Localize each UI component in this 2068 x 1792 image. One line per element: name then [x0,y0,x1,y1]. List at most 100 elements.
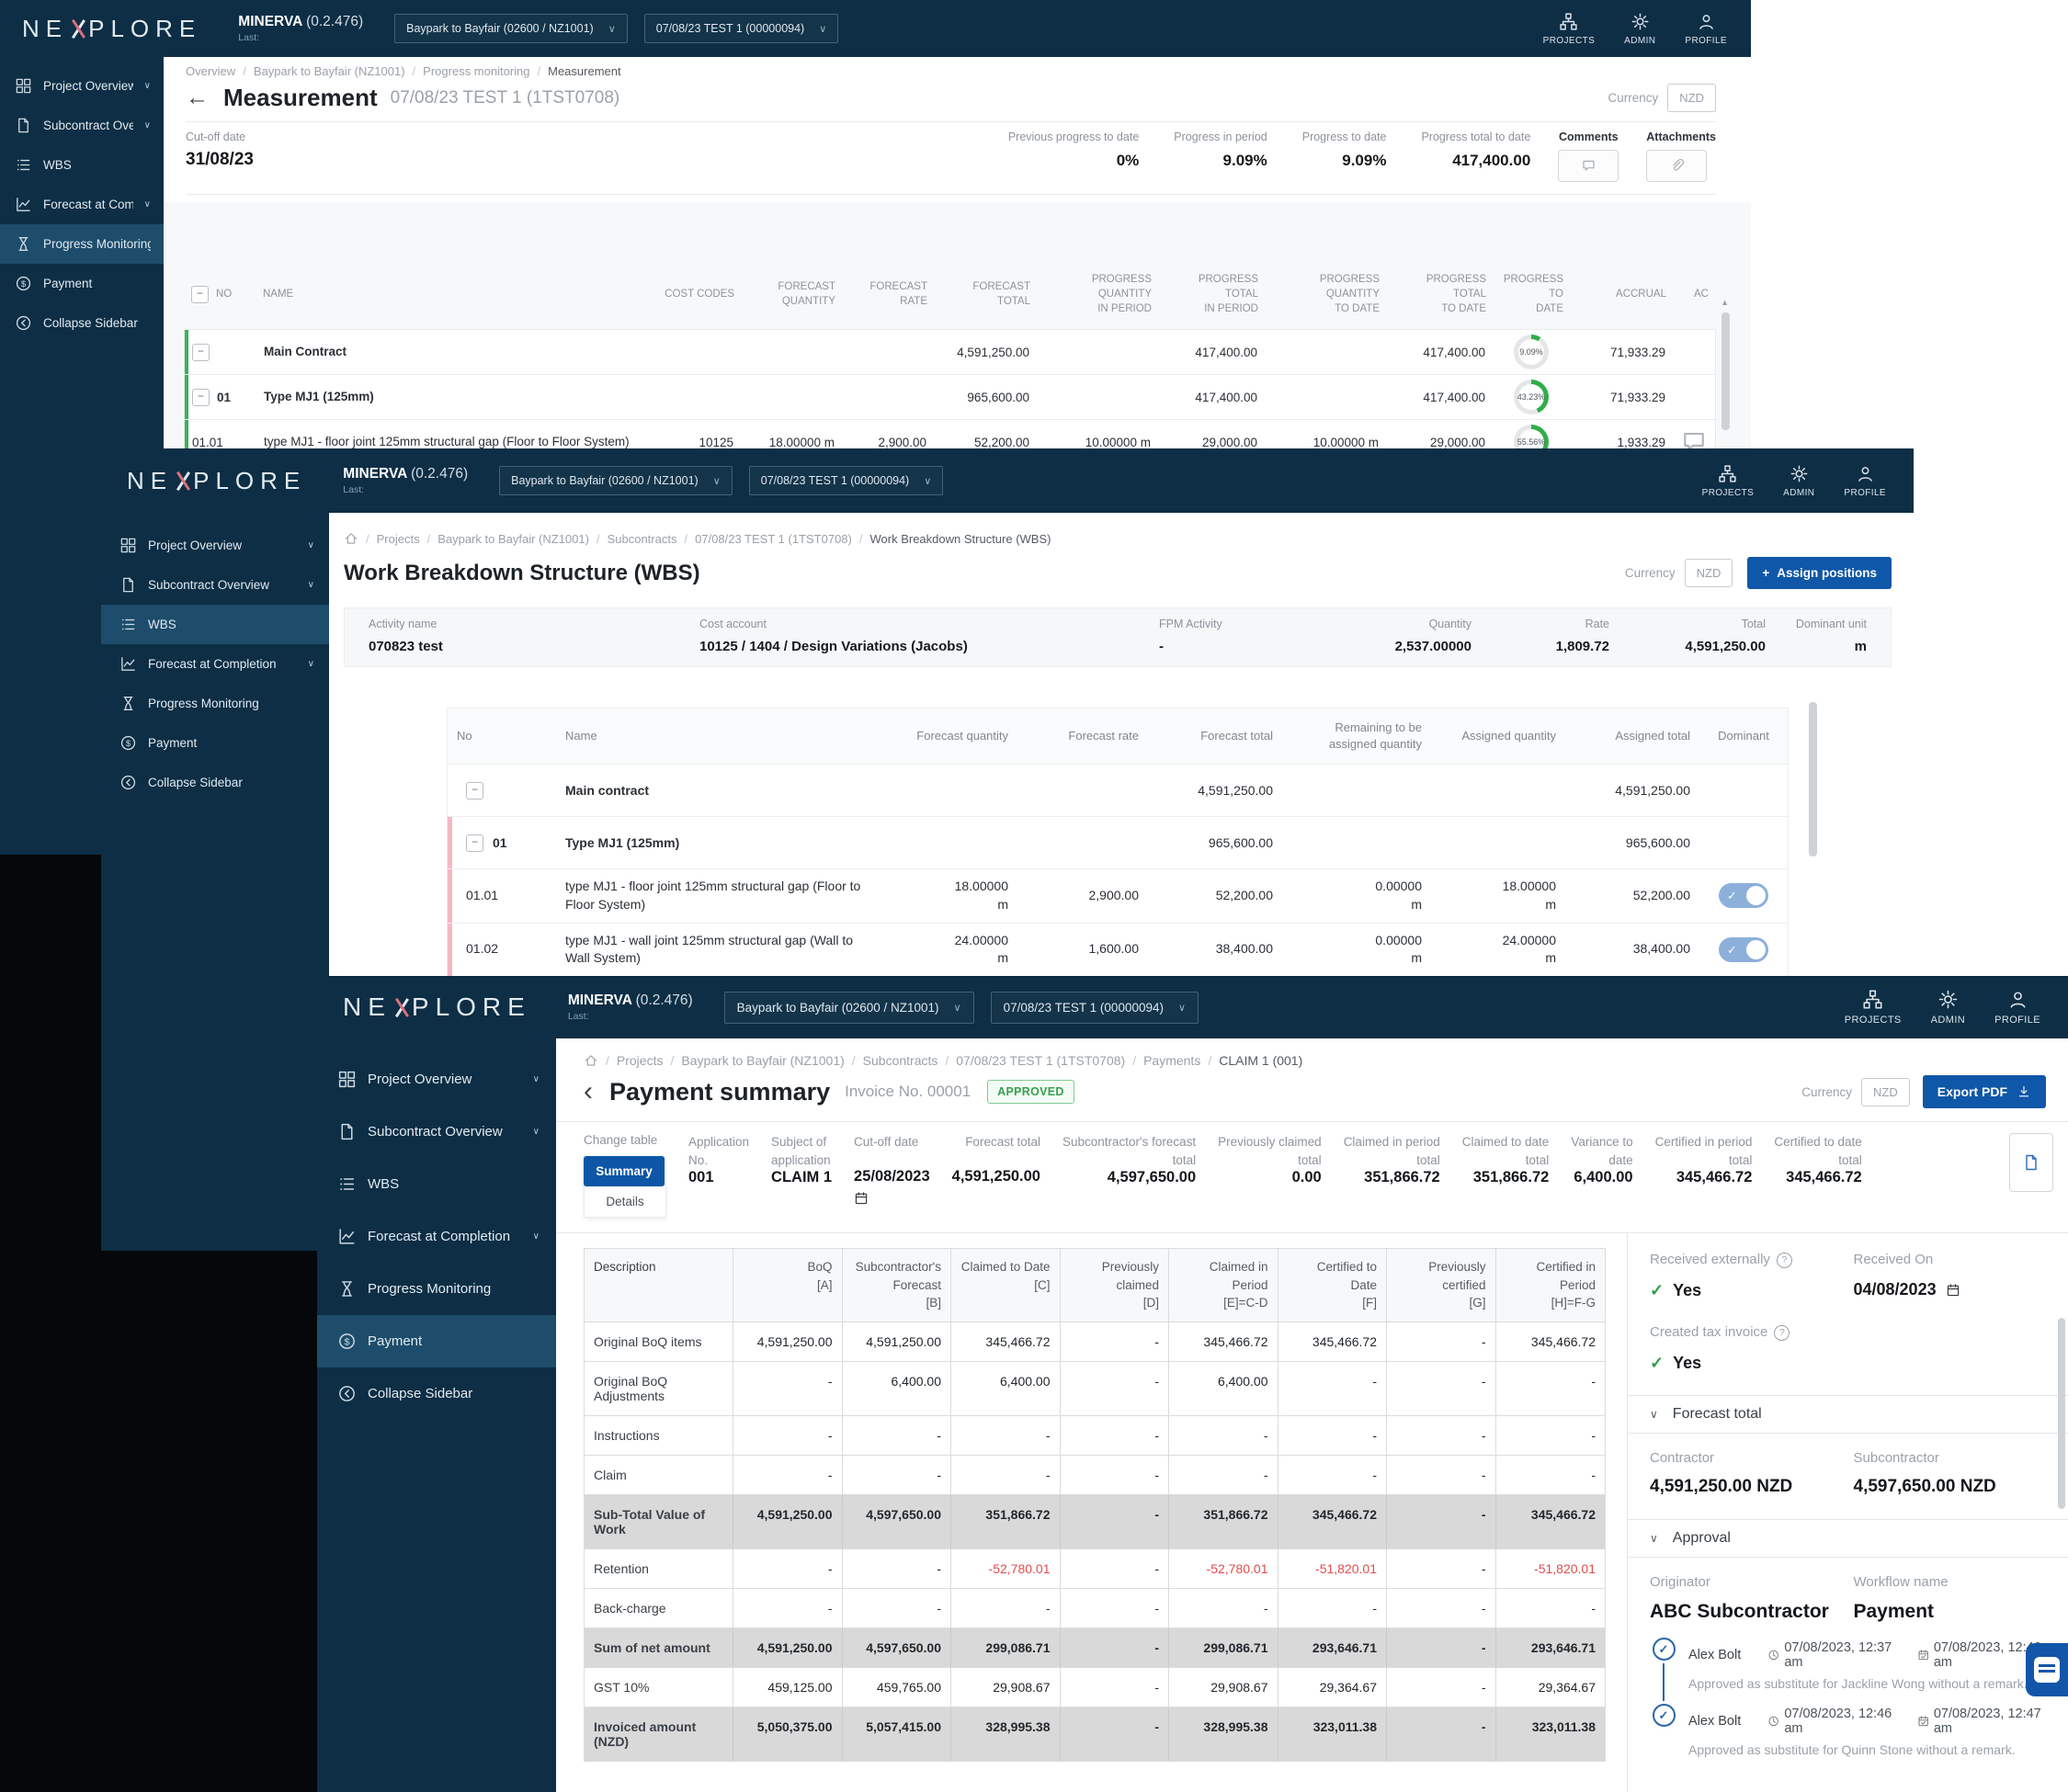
breadcrumb-item[interactable]: Measurement [548,64,621,78]
sidebar-item-collapse-sidebar[interactable]: Collapse Sidebar [0,303,164,343]
breadcrumb-item[interactable]: Baypark to Bayfair (NZ1001) [437,531,589,546]
breadcrumb-item[interactable]: Subcontracts [862,1053,938,1068]
scroll-up-icon[interactable]: ▲ [1721,298,1729,307]
info-icon[interactable]: ? [1776,1253,1792,1268]
sidebar-item-wbs[interactable]: WBS [317,1158,556,1210]
breadcrumb-item[interactable]: 07/08/23 TEST 1 (1TST0708) [695,531,852,546]
breadcrumb-item[interactable]: Subcontracts [607,531,677,546]
sidebar-item-progress-monitoring[interactable]: Progress Monitoring [101,684,329,723]
table-cell: - [733,1361,843,1416]
currency-chip[interactable]: NZD [1861,1077,1910,1106]
stat-label: Application No. [688,1135,750,1167]
table-cell: - [1387,1494,1496,1549]
doc-icon [15,117,32,134]
nav-profile[interactable]: PROFILE [1994,989,2040,1026]
approved-check-icon: ✓ [1652,1638,1676,1661]
row-expander[interactable]: − [466,834,483,852]
app-version: (0.2.476) [306,13,364,29]
nav-label: ADMIN [1930,1015,1966,1026]
info-label: Quantity [1428,618,1471,630]
dominant-toggle[interactable] [1719,883,1768,909]
row-expander[interactable]: − [192,388,210,406]
scrollbar[interactable] [1721,312,1730,430]
sidebar-item-forecast-at-completion[interactable]: Forecast at Completion ∨ [317,1210,556,1263]
breadcrumb-item[interactable]: 07/08/23 TEST 1 (1TST0708) [956,1053,1126,1068]
breadcrumb-item[interactable]: Overview [186,64,236,78]
back-button[interactable]: ← [186,85,209,110]
collapse-all-button[interactable]: − [191,285,209,303]
breadcrumb-item[interactable]: Payments [1143,1053,1201,1068]
approval-section[interactable]: ∨ Approval [1628,1519,2068,1558]
nav-admin[interactable]: ADMIN [1624,12,1655,46]
row-expander[interactable]: − [192,343,210,361]
sidebar-item-forecast-at-completion[interactable]: Forecast at Completion ∨ [0,185,164,224]
row-comment-button[interactable] [1680,428,1708,456]
sidebar-item-project-overview[interactable]: Project Overview ∨ [317,1053,556,1106]
currency-chip[interactable]: NZD [1684,559,1733,587]
sidebar-item-wbs[interactable]: WBS [0,145,164,185]
breadcrumb-item[interactable]: Baypark to Bayfair (NZ1001) [253,64,405,78]
sidebar-item-collapse-sidebar[interactable]: Collapse Sidebar [101,763,329,802]
breadcrumb-item[interactable]: Work Breakdown Structure (WBS) [869,531,1051,546]
sidebar-item-payment[interactable]: $ Payment [101,723,329,763]
back-button[interactable]: ‹ [584,1076,593,1106]
project-selector[interactable]: Baypark to Bayfair (02600 / NZ1001) ∨ [499,466,733,495]
breadcrumb-item[interactable]: Projects [376,531,420,546]
sidebar-item-project-overview[interactable]: Project Overview ∨ [101,526,329,565]
sidebar-item-subcontract-overview[interactable]: Subcontract Overview ∨ [101,565,329,605]
chat-widget-button[interactable] [2026,1643,2068,1696]
period-selector[interactable]: 07/08/23 TEST 1 (00000094) ∨ [748,466,944,495]
table-cell: 965,600.00 [1625,834,1690,850]
table-row: Sub-Total Value of Work 4,591,250.00 4,597… [585,1494,1605,1549]
attachments-button[interactable] [1646,150,1708,182]
export-pdf-button[interactable]: Export PDF [1922,1075,2046,1108]
project-selector[interactable]: Baypark to Bayfair (02600 / NZ1001) ∨ [394,14,628,43]
table-cell: 6,400.00 [951,1361,1061,1416]
sidebar-item-subcontract-overview[interactable]: Subcontract Overview ∨ [317,1106,556,1158]
dominant-toggle[interactable] [1719,936,1768,962]
row-name: type MJ1 - wall joint 125mm structural g… [565,932,854,966]
sidebar-item-project-overview[interactable]: Project Overview ∨ [0,66,164,106]
row-expander[interactable]: − [466,781,483,800]
sidebar-item-progress-monitoring[interactable]: Progress Monitoring [0,224,164,264]
details-tab[interactable]: Details [584,1186,666,1218]
change-table-switch: Change table Summary Details [584,1133,666,1218]
sidebar-item-wbs[interactable]: WBS [101,605,329,644]
stat-label: Progress total to date [1421,130,1531,143]
scrollbar[interactable] [1809,702,1817,856]
period-selector[interactable]: 07/08/23 TEST 1 (00000094) ∨ [990,991,1199,1024]
accrual-cell: 71,933.29 [1609,390,1665,404]
breadcrumb-item[interactable]: Projects [616,1053,664,1068]
nav-profile[interactable]: PROFILE [1685,12,1727,46]
nav-projects[interactable]: PROJECTS [1845,989,1902,1026]
app-version: (0.2.476) [411,465,469,482]
period-selector[interactable]: 07/08/23 TEST 1 (00000094) ∨ [643,14,839,43]
sidebar-item-collapse-sidebar[interactable]: Collapse Sidebar [317,1367,556,1420]
sidebar-item-progress-monitoring[interactable]: Progress Monitoring [317,1263,556,1315]
nav-profile[interactable]: PROFILE [1844,464,1886,498]
forecast-total-section[interactable]: ∨ Forecast total [1628,1395,2068,1434]
info-icon[interactable]: ? [1774,1325,1790,1341]
nav-admin[interactable]: ADMIN [1931,989,1965,1026]
currency-chip[interactable]: NZD [1667,84,1716,112]
breadcrumb-item[interactable]: Progress monitoring [423,64,530,78]
nav-admin[interactable]: ADMIN [1783,464,1814,498]
document-button[interactable] [2009,1133,2053,1192]
breadcrumb-item[interactable]: CLAIM 1 (001) [1219,1053,1303,1068]
summary-tab[interactable]: Summary [584,1156,665,1186]
row-number: 01.01 [192,435,223,449]
project-selector[interactable]: Baypark to Bayfair (02600 / NZ1001) ∨ [723,991,974,1024]
payment-stat: Claimed in period total 351,866.72 [1344,1133,1440,1208]
scrollbar[interactable] [2058,1318,2065,1509]
table-cell: 0.00000 m [1375,879,1422,912]
sidebar-item-payment[interactable]: $ Payment [317,1315,556,1367]
sidebar-item-forecast-at-completion[interactable]: Forecast at Completion ∨ [101,644,329,684]
comments-button[interactable] [1558,150,1619,182]
hourglass-icon [337,1279,357,1299]
nav-projects[interactable]: PROJECTS [1543,12,1596,46]
assign-positions-button[interactable]: + Assign positions [1747,557,1892,589]
sidebar-item-payment[interactable]: $ Payment [0,264,164,303]
breadcrumb-item[interactable]: Baypark to Bayfair (NZ1001) [681,1053,845,1068]
nav-projects[interactable]: PROJECTS [1702,464,1755,498]
sidebar-item-subcontract-overview[interactable]: Subcontract Overview ∨ [0,106,164,145]
